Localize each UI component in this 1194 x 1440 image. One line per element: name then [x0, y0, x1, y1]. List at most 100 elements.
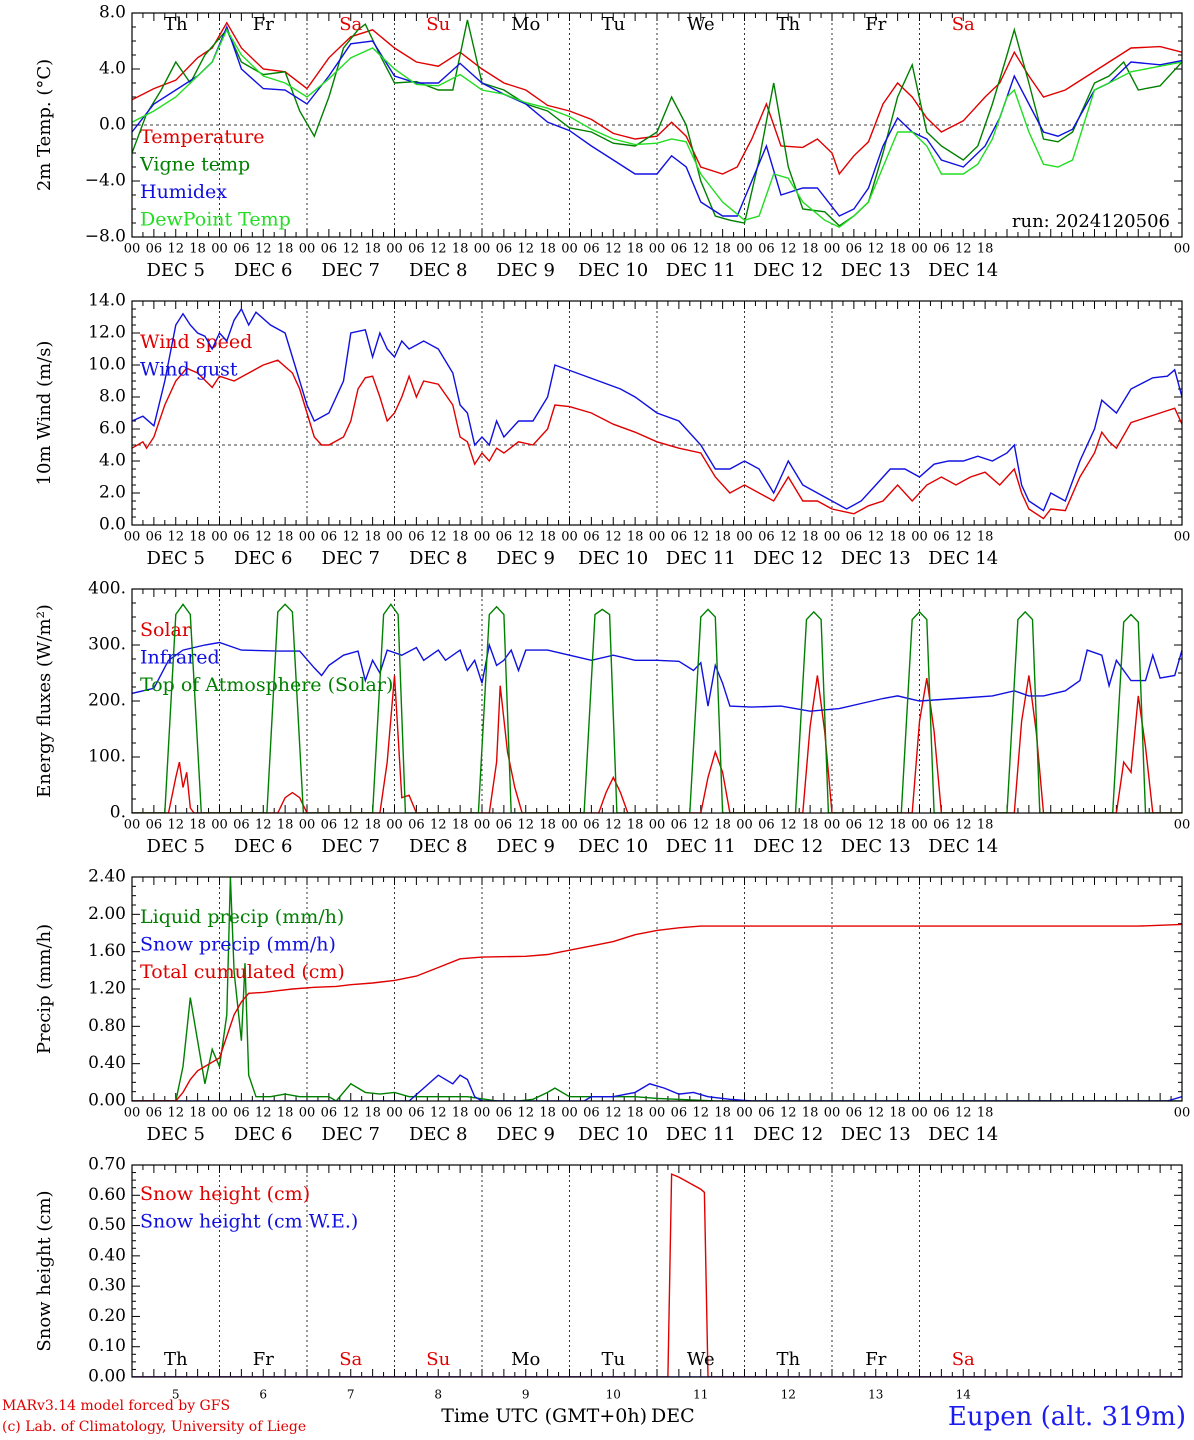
- x-hour-label: 18: [452, 1106, 469, 1121]
- x-hour-label: 06: [758, 818, 775, 833]
- weekday-label: Mo: [511, 14, 540, 35]
- x-hour-label: 06: [758, 242, 775, 257]
- y-tick-label: 0.80: [88, 1016, 126, 1036]
- legend-entry: Snow height (cm W.E.): [140, 1211, 358, 1233]
- x-hour-label: 12: [955, 818, 972, 833]
- x-hour-label: 12: [605, 818, 622, 833]
- x-hour-label: 00: [474, 530, 491, 545]
- x-hour-label: 00: [736, 818, 753, 833]
- x-hour-label: 00: [561, 818, 578, 833]
- y-tick-label: 12.0: [88, 323, 126, 343]
- x-hour-label: 06: [233, 530, 250, 545]
- x-hour-label: 12: [430, 530, 447, 545]
- date-label: DEC 7: [321, 1124, 380, 1145]
- x-hour-label: 00: [824, 242, 841, 257]
- x-hour-label: 18: [802, 1106, 819, 1121]
- legend-entry: Total cumulated (cm): [140, 961, 345, 983]
- date-label: DEC 8: [409, 260, 468, 281]
- x-hour-label: 18: [539, 1106, 556, 1121]
- x-hour-label: 12: [867, 530, 884, 545]
- x-hour-label: 18: [889, 818, 906, 833]
- legend-entry: Top of Atmosphere (Solar): [140, 674, 393, 696]
- weekday-label: We: [687, 1349, 715, 1370]
- y-tick-label: 2.0: [99, 483, 126, 503]
- x-hour-label: 12: [517, 530, 534, 545]
- y-tick-label: 0.20: [88, 1306, 126, 1326]
- x-hour-label: 18: [714, 530, 731, 545]
- x-hour-label: 06: [583, 1106, 600, 1121]
- x-hour-label: 00: [911, 1106, 928, 1121]
- legend-entry: Humidex: [140, 181, 227, 203]
- x-hour-label: 18: [714, 1106, 731, 1121]
- x-hour-label: 18: [539, 530, 556, 545]
- weekday-label: Th: [164, 1349, 188, 1370]
- weekday-label: Su: [426, 1349, 450, 1370]
- x-hour-label: 00: [124, 818, 141, 833]
- credit-line: (c) Lab. of Climatology, University of L…: [2, 1419, 307, 1435]
- date-label: DEC 8: [409, 836, 468, 857]
- date-label: DEC 13: [841, 260, 911, 281]
- series-line: [132, 923, 1182, 1101]
- legend-entry: Liquid precip (mm/h): [140, 906, 344, 928]
- legend-entry: Snow height (cm): [140, 1183, 310, 1205]
- y-tick-label: 0.10: [88, 1336, 126, 1356]
- y-tick-label: 0.0: [99, 515, 126, 535]
- x-hour-label: 18: [189, 1106, 206, 1121]
- series-line: [132, 28, 1182, 229]
- x-hour-label: 00: [474, 1106, 491, 1121]
- y-tick-label: 0.: [110, 803, 126, 823]
- x-hour-label: 18: [627, 242, 644, 257]
- weekday-label: Fr: [253, 1349, 274, 1370]
- x-hour-label: 12: [167, 1106, 184, 1121]
- x-hour-label: 12: [342, 530, 359, 545]
- x-hour-label: 00: [911, 530, 928, 545]
- series-line: [132, 25, 1182, 217]
- x-hour-label: 00: [386, 818, 403, 833]
- x-hour-label: 12: [342, 1106, 359, 1121]
- y-tick-label: 0.00: [88, 1091, 126, 1111]
- x-hour-label: 12: [430, 1106, 447, 1121]
- x-hour-label: 12: [430, 242, 447, 257]
- series-line: [132, 675, 1182, 813]
- x-hour-label: 06: [846, 818, 863, 833]
- series-line: [132, 359, 1182, 520]
- x-hour-label: 12: [255, 818, 272, 833]
- y-tick-label: 1.60: [88, 941, 126, 961]
- x-hour-label: 06: [408, 530, 425, 545]
- date-label: DEC 9: [496, 1124, 555, 1145]
- x-hour-label: 00: [299, 1106, 316, 1121]
- weekday-label: Fr: [253, 14, 274, 35]
- legend-entry: Infrared: [140, 647, 220, 669]
- x-hour-label: 00: [561, 530, 578, 545]
- series-line: [132, 641, 1182, 712]
- y-axis-label: 2m Temp. (°C): [34, 59, 55, 191]
- day-number: 8: [434, 1388, 442, 1402]
- x-hour-label: 12: [867, 1106, 884, 1121]
- x-hour-label: 06: [933, 530, 950, 545]
- date-label: DEC 14: [928, 1124, 998, 1145]
- x-hour-label: 12: [167, 242, 184, 257]
- day-number: 11: [693, 1388, 708, 1402]
- y-tick-label: 0.40: [88, 1053, 126, 1073]
- day-number: 7: [347, 1388, 355, 1402]
- x-hour-label: 00: [736, 242, 753, 257]
- y-tick-label: 0.70: [88, 1155, 126, 1175]
- date-label: DEC 9: [496, 548, 555, 569]
- y-tick-label: 10.0: [88, 355, 126, 375]
- x-hour-label: 18: [714, 818, 731, 833]
- x-hour-label: 00: [649, 1106, 666, 1121]
- date-label: DEC 9: [496, 260, 555, 281]
- x-hour-label: 06: [496, 818, 513, 833]
- series-line: [132, 1173, 1182, 1377]
- y-tick-label: −8.0: [85, 227, 126, 247]
- x-hour-label: 00: [211, 1106, 228, 1121]
- date-label: DEC 5: [146, 260, 205, 281]
- x-hour-label: 06: [933, 242, 950, 257]
- y-tick-label: 400.: [88, 579, 126, 599]
- x-hour-label: 06: [321, 1106, 338, 1121]
- weekday-label: Sa: [339, 14, 362, 35]
- weekday-label: Mo: [511, 1349, 540, 1370]
- x-hour-label: 06: [583, 818, 600, 833]
- x-hour-label: 18: [977, 242, 994, 257]
